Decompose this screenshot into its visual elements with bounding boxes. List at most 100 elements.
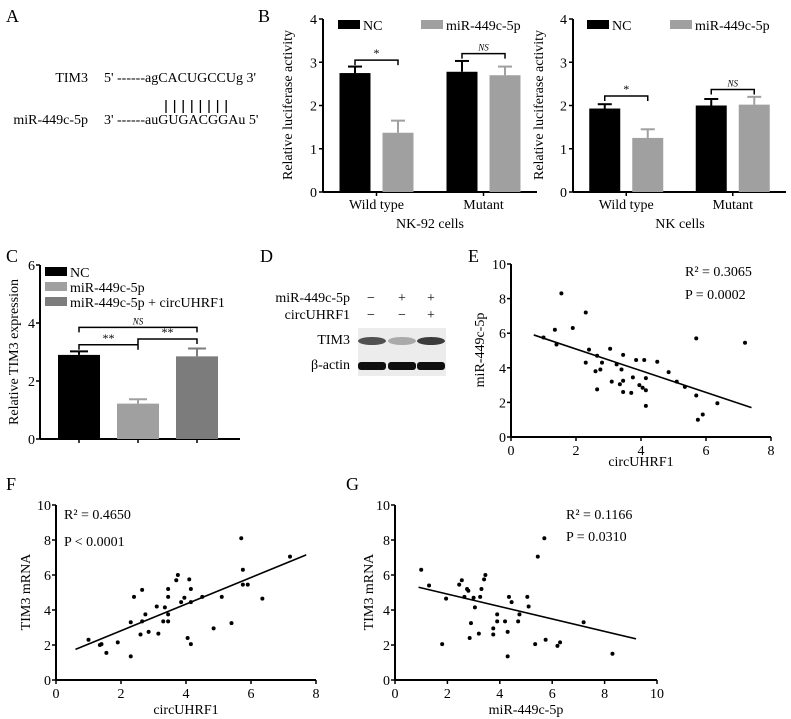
y-axis-label: TIM3 mRNA xyxy=(362,553,377,631)
p-value-label: P < 0.0001 xyxy=(64,535,125,550)
data-point xyxy=(505,654,510,659)
x-tick-label: 10 xyxy=(650,687,664,702)
data-point xyxy=(140,587,145,592)
data-point xyxy=(517,612,522,617)
mir-sequence: 3' ------auGUGACGGAu 5' xyxy=(104,113,258,128)
data-point xyxy=(462,594,467,599)
data-point xyxy=(608,346,613,351)
data-point xyxy=(444,596,449,601)
y-tick-label: 0 xyxy=(499,431,506,446)
data-point xyxy=(637,383,642,388)
y-tick-label: 8 xyxy=(499,293,506,308)
data-point xyxy=(555,643,560,648)
panel-a: A TIM3 5' ------agCACUGCCUg 3' miR-449c-… xyxy=(6,6,258,128)
data-point xyxy=(621,378,626,383)
data-point xyxy=(516,619,521,624)
tim3-band xyxy=(358,337,386,345)
data-point xyxy=(154,604,159,609)
data-point xyxy=(146,629,151,634)
data-point xyxy=(156,631,161,636)
data-point xyxy=(643,376,648,381)
y-tick-label: 0 xyxy=(28,433,35,448)
bar-mir-449c-5p xyxy=(738,104,770,192)
data-point xyxy=(643,388,648,393)
x-tick-label: 8 xyxy=(313,687,320,702)
data-point xyxy=(166,612,171,617)
legend-swatch xyxy=(45,297,67,306)
data-point xyxy=(598,367,603,372)
x-tick-label: 0 xyxy=(392,687,399,702)
y-tick-label: 4 xyxy=(44,604,51,619)
data-point xyxy=(260,596,265,601)
blot-bands xyxy=(358,337,445,370)
legend-label: NC xyxy=(612,19,631,34)
x-axis-label: miR-449c-5p xyxy=(489,703,564,718)
data-point xyxy=(542,536,547,541)
bar-nc xyxy=(339,73,371,192)
y-tick-label: 4 xyxy=(560,13,567,28)
panel-label-b: B xyxy=(258,6,270,26)
panel-g-scatter: G TIM3 mRNA miR-449c-5p R² = 0.1166 P = … xyxy=(346,474,664,718)
y-tick-label: 0 xyxy=(560,186,567,201)
data-point xyxy=(128,620,133,625)
bar-nc xyxy=(446,71,478,192)
data-point xyxy=(503,619,508,624)
actin-band xyxy=(388,362,416,370)
circ-sign-lane-3: + xyxy=(427,308,435,323)
panel-label-f: F xyxy=(6,474,16,494)
data-point xyxy=(595,353,600,358)
data-point xyxy=(559,291,564,296)
tim3-band xyxy=(417,337,445,345)
data-point xyxy=(610,651,615,656)
legend-label: miR-449c-5p xyxy=(446,19,521,34)
circ-sign-lane-2: − xyxy=(398,308,406,323)
data-point xyxy=(674,379,679,384)
data-point xyxy=(211,626,216,631)
data-point xyxy=(483,573,488,577)
blot-row-label-circ: circUHRF1 xyxy=(285,308,350,323)
y-axis-label: Relative TIM3 expression xyxy=(7,279,22,425)
y-tick-label: 1 xyxy=(560,143,567,158)
data-point xyxy=(570,326,575,331)
data-point xyxy=(666,370,671,375)
data-point xyxy=(143,612,148,617)
panel-label-d: D xyxy=(260,246,273,266)
data-point xyxy=(694,336,699,341)
x-tick-label: 2 xyxy=(118,687,125,702)
x-tick-label: 8 xyxy=(768,444,775,459)
x-tick-label: Wild type xyxy=(599,198,654,213)
data-point xyxy=(743,340,747,345)
panel-b-nk92-bar-chart: B Relative luciferase activity NK-92 cel… xyxy=(258,6,537,232)
y-axis-label: Relative luciferase activity xyxy=(532,30,547,180)
data-point xyxy=(694,393,699,398)
panel-b-nk-bar-chart: Relative luciferase activity NK cells 0 1… xyxy=(532,13,786,232)
legend-swatch xyxy=(338,20,360,29)
x-tick-label: 4 xyxy=(496,687,503,702)
data-point xyxy=(188,600,193,605)
data-point xyxy=(166,619,171,624)
y-tick-label: 2 xyxy=(28,375,35,390)
data-point xyxy=(104,650,109,655)
x-axis-label: circUHRF1 xyxy=(608,455,673,470)
bar xyxy=(117,403,159,439)
y-tick-label: 6 xyxy=(383,569,390,584)
x-tick-label: 0 xyxy=(53,687,60,702)
data-point xyxy=(643,403,648,408)
data-point xyxy=(581,620,586,625)
significance-label: * xyxy=(374,46,380,60)
p-value-label: P = 0.0310 xyxy=(566,530,627,545)
data-point xyxy=(239,536,244,541)
mir-sign-lane-1: − xyxy=(367,291,375,306)
data-point xyxy=(609,379,614,384)
y-tick-label: 4 xyxy=(383,604,390,619)
y-tick-label: 0 xyxy=(44,674,51,689)
y-axis-label: miR-449c-5p xyxy=(473,313,488,388)
y-tick-label: 0 xyxy=(310,186,317,201)
data-point xyxy=(491,626,496,631)
y-tick-label: 0 xyxy=(383,674,390,689)
y-tick-label: 8 xyxy=(44,534,51,549)
data-point xyxy=(427,583,432,588)
data-point xyxy=(621,352,626,357)
data-point xyxy=(99,642,104,647)
